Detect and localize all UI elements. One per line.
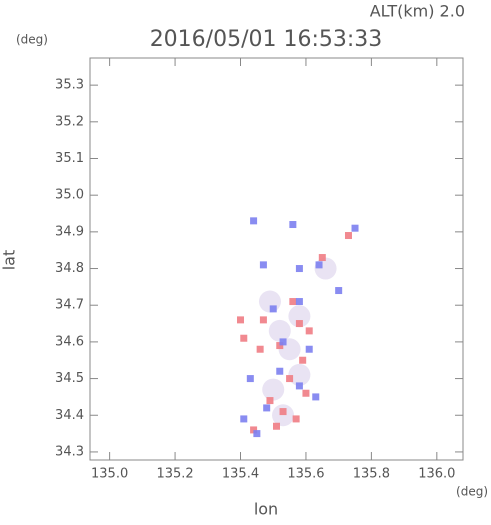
x-unit: (deg) [456,485,488,499]
data-point [276,367,284,375]
y-tick-label: 34.3 [55,444,84,459]
data-point [237,316,245,324]
x-tick-label: 135.6 [287,467,324,482]
chart-title: 2016/05/01 16:53:33 [150,27,383,52]
y-tick-label: 34.8 [55,261,84,276]
y-axis-label: lat [0,250,19,271]
data-point [246,375,254,383]
data-point [286,375,294,383]
x-tick-label: 136.0 [418,467,455,482]
data-point [276,342,284,350]
data-point [295,382,303,390]
data-point [250,217,258,225]
data-point [315,261,323,269]
y-tick-label: 34.4 [55,408,84,423]
data-point [344,232,352,240]
y-tick-label: 34.7 [55,298,84,313]
y-tick-label: 35.2 [55,114,84,129]
data-point [269,305,277,313]
data-point [295,265,303,273]
data-point [263,404,271,412]
y-tick-label: 34.9 [55,224,84,239]
x-tick-label: 135.8 [353,467,390,482]
data-point [273,422,280,430]
data-point [240,334,248,342]
data-point [256,345,264,353]
data-point [259,316,267,324]
x-tick-label: 135.0 [91,467,128,482]
x-tick-label: 135.2 [156,467,193,482]
data-point [266,397,274,405]
data-point [351,224,359,232]
data-point [288,363,311,386]
x-axis-label: lon [254,500,278,519]
data-point [279,338,287,346]
data-point [279,408,287,416]
altitude-label: ALT(km) 2.0 [370,2,465,21]
y-tick-label: 35.3 [55,78,84,93]
y-tick-label: 34.6 [55,334,84,349]
data-point [299,356,307,364]
data-point [292,415,300,423]
plot-frame [89,57,464,461]
data-point [240,415,248,423]
data-point [295,298,303,306]
y-tick-label: 34.5 [55,371,84,386]
data-point [312,393,320,401]
data-point [259,261,267,269]
y-tick-label: 35.1 [55,151,84,166]
data-point [289,298,297,306]
data-point [305,327,313,335]
data-point [305,345,313,353]
y-tick-label: 35.0 [55,188,84,203]
data-point [250,426,258,434]
data-point [272,404,295,427]
data-point [318,254,326,262]
data-point [335,287,343,295]
data-point [268,319,291,342]
data-point [302,389,310,397]
data-point [289,221,297,229]
x-tick-label: 135.4 [222,467,259,482]
y-unit: (deg) [16,33,48,47]
data-point [295,320,303,328]
data-point [262,378,285,401]
data-point [288,305,311,328]
data-point [253,430,261,438]
